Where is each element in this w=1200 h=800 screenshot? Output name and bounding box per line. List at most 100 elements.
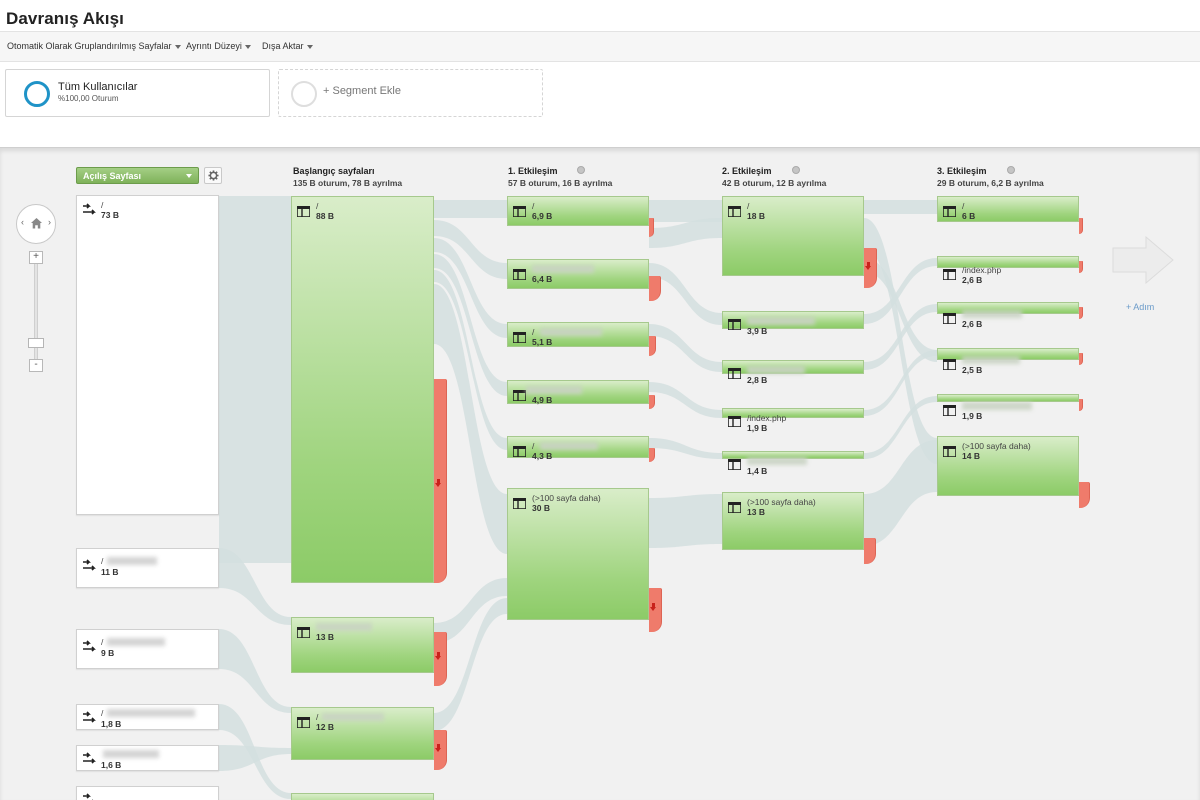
exit-bar[interactable] [1079, 482, 1090, 508]
exit-bar[interactable] [649, 336, 656, 356]
flow-link[interactable] [864, 218, 937, 464]
exit-bar[interactable] [864, 248, 877, 288]
flow-link[interactable] [434, 578, 507, 643]
flow-link[interactable] [649, 438, 722, 459]
column-summary: 42 B oturum, 12 B ayrılma [722, 178, 827, 188]
step2-node[interactable]: /index.php 1,9 B [722, 408, 864, 433]
node-value: 12 B [316, 722, 334, 732]
flow-link[interactable] [434, 238, 507, 338]
step3-node[interactable]: (>100 sayfa daha) 14 B [937, 436, 1079, 496]
step1-node[interactable]: / 5,1 B [507, 322, 649, 347]
flow-link[interactable] [219, 745, 291, 771]
flow-link[interactable] [649, 218, 722, 248]
flow-link[interactable] [434, 598, 507, 731]
landing-node[interactable] [76, 786, 219, 800]
flow-link[interactable] [434, 254, 507, 396]
step3-node[interactable]: /index.php 2,6 B [937, 256, 1079, 285]
pan-home-button[interactable]: ‹ › [16, 204, 56, 244]
settings-button[interactable] [204, 167, 222, 184]
detail-level-dropdown[interactable]: Ayrıntı Düzeyi [186, 41, 251, 51]
step1-node[interactable]: / 4,3 B [507, 436, 649, 461]
grouping-dropdown[interactable]: Otomatik Olarak Gruplandırılmış Sayfalar [7, 41, 181, 51]
zoom-in-button[interactable]: + [29, 251, 43, 264]
export-dropdown[interactable]: Dışa Aktar [262, 41, 313, 51]
flow-link[interactable] [434, 284, 507, 554]
exit-bar[interactable] [1079, 261, 1083, 273]
flow-link[interactable] [864, 350, 937, 416]
exit-bar[interactable] [649, 448, 655, 462]
landing-node[interactable]: / 73 B [76, 195, 219, 515]
flow-link[interactable] [434, 270, 507, 450]
segment-all-users[interactable]: Tüm Kullanıcılar %100,00 Oturum [5, 69, 270, 117]
step1-node[interactable]: / 6,9 B [507, 196, 649, 226]
column-title: 2. Etkileşim [722, 166, 772, 176]
exit-bar[interactable] [1079, 399, 1083, 411]
step1-node[interactable]: (>100 sayfa daha) 30 B [507, 488, 649, 620]
step3-node[interactable]: 1,9 B [937, 394, 1079, 421]
flow-link[interactable] [649, 324, 722, 372]
step1-node[interactable]: 4,9 B [507, 380, 649, 405]
flow-link[interactable] [649, 263, 722, 325]
exit-bar[interactable] [649, 588, 662, 632]
flow-link[interactable] [219, 196, 291, 563]
landing-node[interactable]: / 1,8 B [76, 704, 219, 730]
exit-bar[interactable] [434, 379, 447, 583]
step2-node[interactable]: / 18 B [722, 196, 864, 276]
start-page-node[interactable]: / 12 B [291, 707, 434, 760]
step2-node[interactable]: 3,9 B [722, 311, 864, 336]
zoom-out-button[interactable]: - [29, 359, 43, 372]
title-bar: Davranış Akışı [0, 0, 1200, 31]
step3-node[interactable]: / 6 B [937, 196, 1079, 222]
flow-link[interactable] [864, 258, 937, 362]
exit-bar[interactable] [864, 538, 876, 564]
step2-node[interactable]: 2,8 B [722, 360, 864, 385]
add-segment-button[interactable]: + Segment Ekle [278, 69, 543, 117]
landing-node[interactable]: 1,6 B [76, 745, 219, 771]
flow-link[interactable] [649, 200, 722, 222]
exit-bar[interactable] [1079, 307, 1083, 319]
flow-link[interactable] [219, 548, 291, 625]
step3-node[interactable]: 2,6 B [937, 302, 1079, 329]
exit-bar[interactable] [649, 276, 661, 301]
landing-node[interactable]: / 11 B [76, 548, 219, 588]
zoom-slider-handle[interactable] [28, 338, 44, 348]
start-page-node[interactable]: 13 B [291, 617, 434, 673]
flow-link[interactable] [864, 440, 937, 546]
exit-bar[interactable] [1079, 353, 1083, 365]
start-page-node[interactable] [291, 793, 434, 800]
redacted-text [316, 623, 372, 631]
info-icon[interactable] [792, 166, 800, 174]
toolbar: Otomatik Olarak Gruplandırılmış Sayfalar… [0, 31, 1200, 62]
step1-node[interactable]: 6,4 B [507, 259, 649, 289]
add-step-arrow-icon[interactable] [1112, 236, 1174, 284]
flow-link[interactable] [649, 494, 722, 548]
flow-link[interactable] [864, 258, 937, 324]
landing-node[interactable]: / 9 B [76, 629, 219, 669]
node-value: 2,6 B [962, 275, 983, 285]
add-step-button[interactable]: + Adım [1126, 302, 1155, 312]
exit-bar[interactable] [1079, 218, 1083, 234]
flow-canvas[interactable]: Açılış Sayfası Başlangıç sayfaları 135 B… [0, 147, 1200, 800]
step2-node[interactable]: (>100 sayfa daha) 13 B [722, 492, 864, 550]
step2-node[interactable]: 1,4 B [722, 451, 864, 476]
flow-link[interactable] [434, 200, 507, 218]
info-icon[interactable] [577, 166, 585, 174]
exit-bar[interactable] [434, 730, 447, 770]
info-icon[interactable] [1007, 166, 1015, 174]
exit-bar[interactable] [434, 632, 447, 686]
page-icon [513, 498, 526, 509]
flow-link[interactable] [434, 220, 507, 279]
step3-node[interactable]: 2,5 B [937, 348, 1079, 375]
node-value: 1,6 B [101, 760, 122, 770]
flow-link[interactable] [864, 200, 937, 214]
exit-bar[interactable] [649, 395, 655, 409]
dimension-dropdown[interactable]: Açılış Sayfası [76, 167, 199, 184]
flow-link[interactable] [649, 382, 722, 418]
exit-bar[interactable] [649, 218, 654, 237]
flow-link[interactable] [219, 629, 291, 713]
flow-link[interactable] [864, 396, 937, 459]
start-page-node[interactable]: / 88 B [291, 196, 434, 583]
node-label: / [532, 201, 535, 211]
zoom-slider-track[interactable] [34, 260, 38, 364]
page-icon [728, 459, 741, 470]
